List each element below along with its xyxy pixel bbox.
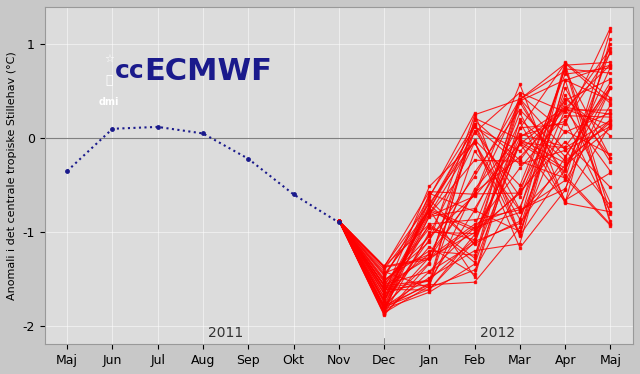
Text: 2011: 2011 — [208, 326, 243, 340]
Text: dmi: dmi — [99, 97, 119, 107]
Text: ☆: ☆ — [104, 54, 114, 64]
Text: ⛅: ⛅ — [105, 74, 113, 88]
Text: ECMWF: ECMWF — [144, 56, 272, 86]
Y-axis label: Anomali i det centrale tropiske Stillehav (°C): Anomali i det centrale tropiske Stilleha… — [7, 51, 17, 300]
Text: cc: cc — [115, 59, 145, 83]
Text: 2012: 2012 — [480, 326, 515, 340]
